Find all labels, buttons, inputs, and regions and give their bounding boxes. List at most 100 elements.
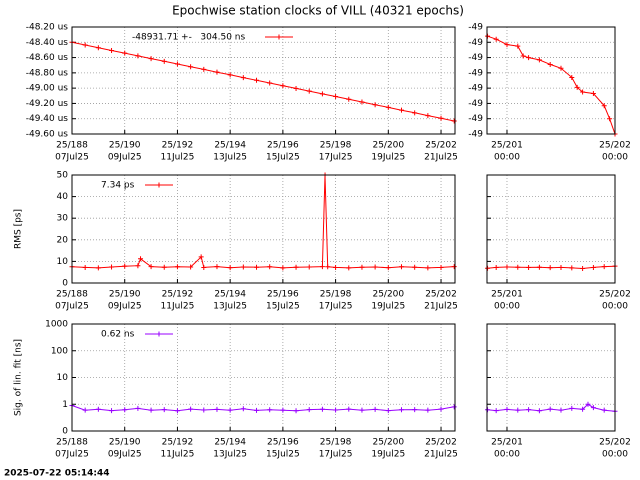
y-tick-label: -49 <box>468 114 483 124</box>
point-marker <box>359 264 365 270</box>
y-tick-label: -48.20 us <box>26 23 69 33</box>
series-line <box>71 174 455 269</box>
point-marker <box>346 265 352 271</box>
point-marker <box>451 264 457 270</box>
point-marker <box>601 264 607 270</box>
point-marker <box>240 75 246 81</box>
y-tick-label: -49.20 us <box>26 99 69 109</box>
point-marker <box>438 406 444 412</box>
y-tick-label: 100 <box>51 346 68 356</box>
x-tick-sublabel: 00:00 <box>494 302 520 312</box>
point-marker <box>214 264 220 270</box>
point-marker <box>558 407 564 413</box>
x-tick-sublabel: 17Jul25 <box>319 302 353 312</box>
point-marker <box>515 264 521 270</box>
point-marker <box>325 264 331 270</box>
point-marker <box>95 45 101 51</box>
y-tick-label: -49.00 us <box>26 84 69 94</box>
point-marker <box>240 406 246 412</box>
point-marker <box>412 110 418 116</box>
point-marker <box>438 115 444 121</box>
plot-frame <box>71 323 456 432</box>
y-tick-label: -49 <box>468 38 483 48</box>
point-marker <box>122 50 128 56</box>
x-tick-label: 25/196 <box>267 290 299 300</box>
point-marker <box>135 263 141 269</box>
point-marker <box>536 264 542 270</box>
point-marker <box>333 407 339 413</box>
x-tick-label: 25/198 <box>320 141 352 151</box>
point-marker <box>254 77 260 83</box>
x-tick-sublabel: 07Jul25 <box>55 450 89 460</box>
x-tick-sublabel: 11Jul25 <box>161 302 195 312</box>
point-marker <box>493 408 499 414</box>
x-tick-sublabel: 21Jul25 <box>424 302 458 312</box>
point-marker <box>95 265 101 271</box>
point-marker <box>412 407 418 413</box>
point-marker <box>122 407 128 413</box>
x-tick-label: 25/202 <box>599 438 631 448</box>
y-tick-label: -49 <box>468 53 483 63</box>
x-tick-sublabel: 19Jul25 <box>371 450 405 460</box>
x-tick-label: 25/200 <box>372 290 404 300</box>
y-tick-label: 1 <box>62 400 68 410</box>
x-tick-sublabel: 11Jul25 <box>161 450 195 460</box>
point-marker <box>526 407 532 413</box>
point-marker <box>536 408 542 414</box>
x-tick-sublabel: 15Jul25 <box>266 450 300 460</box>
point-marker <box>109 264 115 270</box>
point-marker <box>306 407 312 413</box>
y-tick-label: -49 <box>468 23 483 33</box>
x-tick-sublabel: 17Jul25 <box>319 450 353 460</box>
point-marker <box>485 265 491 271</box>
x-tick-sublabel: 07Jul25 <box>55 302 89 312</box>
plot-frame <box>486 323 616 432</box>
x-tick-label: 25/194 <box>214 141 246 151</box>
point-marker <box>267 407 273 413</box>
point-marker <box>438 264 444 270</box>
point-marker <box>122 263 128 269</box>
point-marker <box>372 264 378 270</box>
point-marker <box>398 264 404 270</box>
x-tick-label: 25/192 <box>162 290 194 300</box>
point-marker <box>485 407 491 413</box>
point-marker <box>240 264 246 270</box>
point-marker <box>227 265 233 271</box>
point-marker <box>385 265 391 271</box>
point-marker <box>493 264 499 270</box>
y-tick-label: 50 <box>57 171 69 181</box>
x-tick-sublabel: 17Jul25 <box>319 153 353 163</box>
legend-label: 7.34 ps <box>101 181 135 191</box>
point-marker <box>135 405 141 411</box>
point-marker <box>214 406 220 412</box>
plot-frame <box>71 174 456 284</box>
legend-marker <box>156 182 162 188</box>
x-tick-label: 25/201 <box>491 438 523 448</box>
x-tick-label: 25/202 <box>425 290 457 300</box>
y-tick-label: 10 <box>57 257 69 267</box>
point-marker <box>359 99 365 105</box>
point-marker <box>574 84 580 90</box>
y-axis-label: RMS [ps] <box>14 209 24 249</box>
x-tick-label: 25/196 <box>267 141 299 151</box>
x-tick-label: 25/188 <box>56 141 88 151</box>
point-marker <box>319 91 325 97</box>
point-marker <box>319 264 325 270</box>
x-tick-label: 25/201 <box>491 141 523 151</box>
x-tick-sublabel: 07Jul25 <box>55 153 89 163</box>
point-marker <box>333 264 339 270</box>
point-marker <box>214 69 220 75</box>
point-marker <box>590 405 596 411</box>
point-marker <box>280 407 286 413</box>
point-marker <box>306 88 312 94</box>
point-marker <box>254 264 260 270</box>
point-marker <box>135 53 141 59</box>
x-tick-sublabel: 15Jul25 <box>266 302 300 312</box>
point-marker <box>138 256 144 262</box>
y-tick-label: 10 <box>57 373 69 383</box>
point-marker <box>346 406 352 412</box>
point-marker <box>515 43 521 49</box>
point-marker <box>601 103 607 109</box>
point-marker <box>493 36 499 42</box>
point-marker <box>451 118 457 124</box>
